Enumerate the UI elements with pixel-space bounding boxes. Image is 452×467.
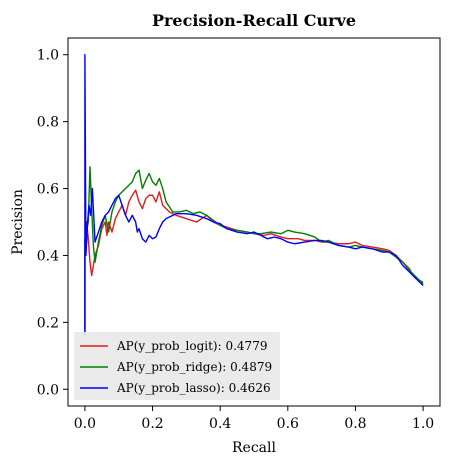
legend-label-1: AP(y_prob_ridge): 0.4879	[116, 360, 272, 374]
y-tick-label: 0.2	[37, 315, 59, 331]
plot-frame	[67, 37, 441, 407]
x-tick-label: 1.0	[412, 416, 434, 432]
x-axis-label: Recall	[232, 440, 276, 456]
x-tick-label: 0.8	[344, 416, 366, 432]
y-tick-label: 0.4	[37, 248, 59, 264]
y-tick-label: 0.8	[37, 115, 59, 131]
legend-box	[74, 332, 280, 400]
x-tick-label: 0.2	[141, 416, 163, 432]
series-lines	[84, 54, 424, 336]
y-axis-ticks: 0.0 0.2 0.4 0.6 0.8 1.0	[37, 48, 68, 398]
chart-title: Precision-Recall Curve	[152, 11, 356, 30]
y-tick-label: 0.6	[37, 182, 59, 198]
series-line-0	[84, 189, 424, 330]
legend: AP(y_prob_logit): 0.4779 AP(y_prob_ridge)…	[74, 332, 280, 400]
y-tick-label: 0.0	[37, 382, 59, 398]
x-tick-label: 0.6	[277, 416, 299, 432]
y-axis-label: Precision	[10, 189, 26, 255]
series-line-2	[84, 54, 424, 336]
legend-label-0: AP(y_prob_logit): 0.4779	[116, 339, 267, 353]
y-tick-label: 1.0	[37, 48, 59, 64]
legend-label-2: AP(y_prob_lasso): 0.4626	[116, 381, 271, 395]
x-tick-label: 0.4	[209, 416, 231, 432]
series-line-1	[84, 166, 424, 333]
x-tick-label: 0.0	[74, 416, 96, 432]
x-axis-ticks: 0.0 0.2 0.4 0.6 0.8 1.0	[74, 406, 434, 432]
